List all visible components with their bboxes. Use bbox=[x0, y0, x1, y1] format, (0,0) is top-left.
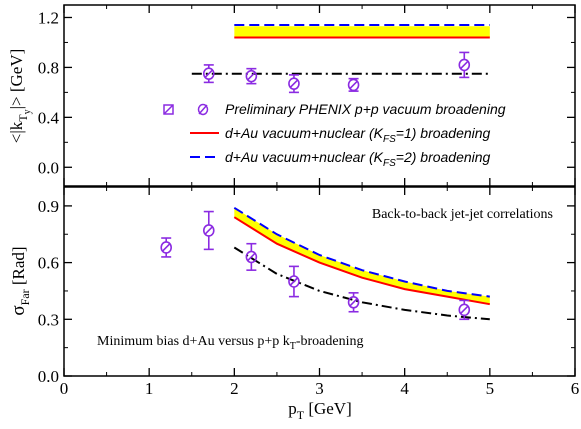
data-point-bottom-4 bbox=[347, 292, 360, 313]
series-line-vac-bottom bbox=[233, 246, 490, 321]
y-tick-label-bottom-0: 0.0 bbox=[38, 367, 59, 386]
series-line-kfs2-bottom bbox=[233, 206, 490, 298]
data-point-bottom-1 bbox=[202, 210, 215, 251]
annotation-min-bias: Minimum bias d+Au versus p+p kT-broadeni… bbox=[97, 334, 364, 352]
y-tick-label-top-2: 0.8 bbox=[38, 58, 59, 77]
y-tick-label-bottom-2: 0.6 bbox=[38, 254, 59, 273]
data-point-top-0 bbox=[202, 64, 215, 84]
data-point-bottom-3 bbox=[288, 265, 300, 298]
data-point-bottom-0 bbox=[160, 237, 172, 258]
legend-marker-data bbox=[163, 103, 209, 116]
bottom-band-fill bbox=[234, 207, 490, 305]
legend-label-kfs2: d+Au vacuum+nuclear (KFS=2) broadening bbox=[225, 149, 491, 169]
data-point-top-4 bbox=[458, 51, 471, 79]
y-tick-label-top-3: 1.2 bbox=[38, 8, 59, 27]
bottom-panel-frame bbox=[63, 186, 576, 377]
x-tick-label-2: 2 bbox=[230, 379, 239, 398]
bottom-lines-group bbox=[233, 206, 490, 321]
y-tick-label-bottom-3: 0.9 bbox=[38, 197, 59, 216]
top-band-group bbox=[234, 26, 490, 38]
x-tick-label-3: 3 bbox=[315, 379, 324, 398]
top-y-axis-label: <|kTy|> [GeV] bbox=[7, 49, 33, 144]
legend-label-data: Preliminary PHENIX p+p vacuum broadening bbox=[225, 101, 506, 117]
data-point-top-2 bbox=[288, 74, 300, 94]
data-point-top-3 bbox=[347, 77, 360, 92]
top-legend: Preliminary PHENIX p+p vacuum broadening… bbox=[163, 101, 506, 169]
bottom-points-group bbox=[160, 210, 471, 321]
top-points-group bbox=[202, 51, 471, 94]
top-ticks-group: 0.0 0.4 0.8 1.2 bbox=[38, 5, 576, 186]
x-tick-label-6: 6 bbox=[571, 379, 580, 398]
bottom-y-axis-label: σFar [Rad] bbox=[8, 246, 32, 315]
y-tick-label-top-0: 0.0 bbox=[38, 158, 59, 177]
x-tick-label-0: 0 bbox=[60, 379, 69, 398]
legend-label-kfs1: d+Au vacuum+nuclear (KFS=1) broadening bbox=[225, 125, 491, 145]
x-tick-label-5: 5 bbox=[486, 379, 495, 398]
x-tick-label-4: 4 bbox=[400, 379, 409, 398]
y-tick-label-top-1: 0.4 bbox=[38, 108, 60, 127]
bottom-band-group bbox=[234, 207, 490, 305]
y-tick-label-bottom-1: 0.3 bbox=[38, 310, 59, 329]
data-point-top-1 bbox=[245, 67, 258, 85]
x-tick-label-1: 1 bbox=[145, 379, 154, 398]
annotation-back-to-back: Back-to-back jet-jet correlations bbox=[372, 207, 553, 222]
series-line-kfs1-bottom bbox=[233, 216, 490, 306]
x-axis-label: pT [GeV] bbox=[288, 399, 352, 422]
data-point-bottom-2 bbox=[245, 242, 258, 271]
top-lines-group bbox=[191, 24, 490, 75]
top-band-fill bbox=[234, 26, 490, 38]
data-point-bottom-5 bbox=[458, 299, 471, 321]
top-panel-frame bbox=[63, 4, 576, 187]
